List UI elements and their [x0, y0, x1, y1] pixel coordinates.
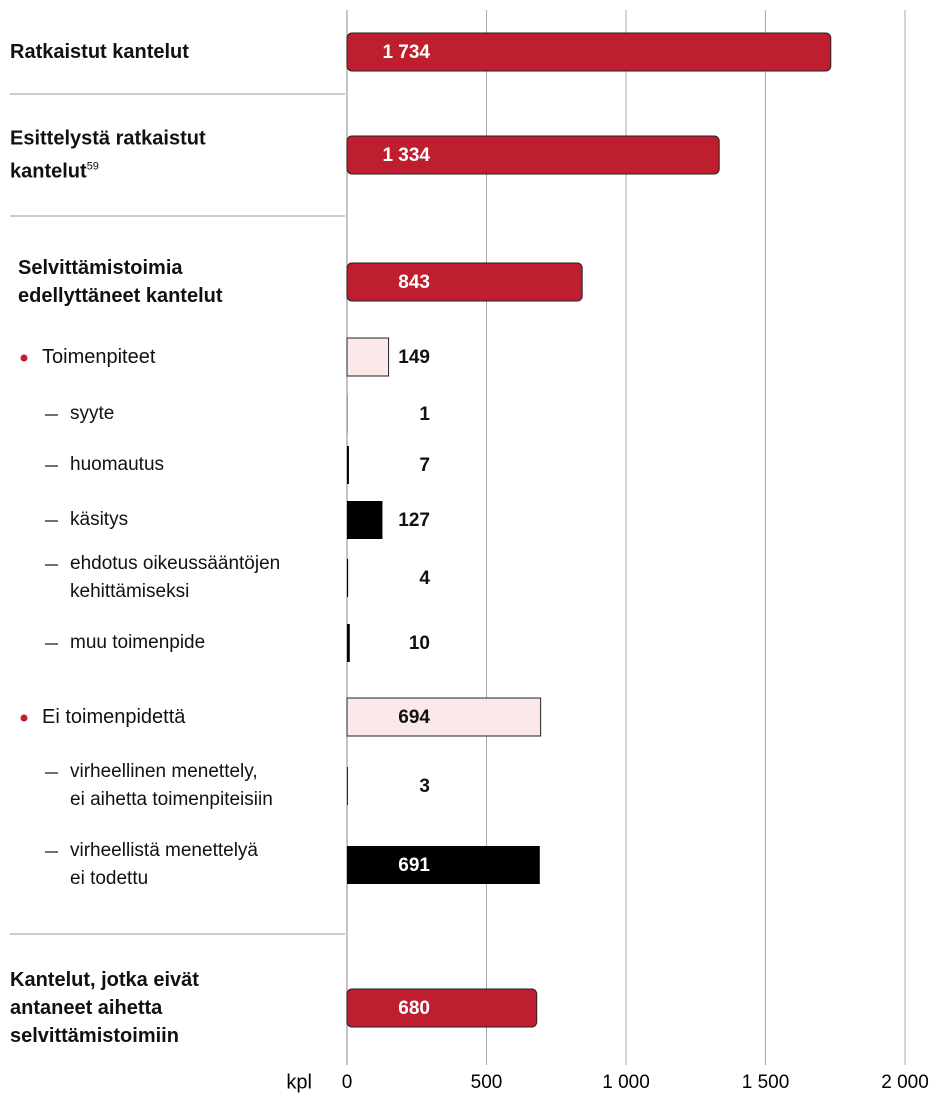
bar	[346, 988, 538, 1028]
bar	[346, 135, 720, 175]
bar	[347, 446, 349, 484]
category-text: Ratkaistut kantelut	[10, 41, 189, 63]
value-label: 149	[398, 347, 430, 368]
category-label: syyte	[70, 400, 114, 428]
category-text: virheellinen menettely, ei aihetta toime…	[70, 761, 273, 810]
category-label: virheellistä menettelyä ei todettu	[70, 837, 258, 893]
category-label: virheellinen menettely, ei aihetta toime…	[70, 758, 273, 814]
bar	[347, 624, 350, 662]
category-text: käsitys	[70, 509, 129, 530]
category-text: Toimenpiteet	[42, 346, 156, 368]
value-label: 7	[419, 455, 430, 476]
value-label: 4	[419, 568, 430, 589]
bar	[347, 846, 540, 884]
value-label: 1 334	[382, 145, 430, 166]
value-label: 691	[398, 855, 430, 876]
bar	[346, 337, 390, 377]
bar	[347, 767, 348, 805]
category-text: syyte	[70, 403, 115, 424]
category-label: Ei toimenpidettä	[42, 703, 185, 731]
category-label: käsitys	[70, 506, 128, 534]
value-label: 127	[398, 510, 430, 531]
category-text: virheellistä menettelyä ei todettu	[70, 840, 258, 889]
bar	[347, 559, 349, 597]
bar	[346, 262, 583, 302]
bullet	[20, 714, 28, 722]
value-label: 10	[409, 633, 430, 654]
value-label: 694	[398, 707, 430, 728]
value-label: 3	[419, 776, 430, 797]
value-label: 1	[419, 404, 430, 425]
category-label: Toimenpiteet	[42, 343, 155, 371]
bar	[346, 697, 542, 737]
category-text: huomautus	[70, 454, 165, 475]
category-label: Esittelystä ratkaistut kantelut59	[10, 125, 206, 186]
bar	[347, 501, 383, 539]
category-label: muu toimenpide	[70, 629, 205, 657]
category-label: Selvittämistoimia edellyttäneet kantelut	[18, 254, 223, 310]
value-label: 843	[398, 272, 430, 293]
category-text: Kantelut, jotka eivät antaneet aihetta s…	[10, 969, 199, 1047]
x-tick-label: 0	[342, 1072, 353, 1093]
x-tick-label: 1 500	[742, 1072, 790, 1093]
x-axis-label: kpl	[286, 1071, 312, 1093]
category-label: huomautus	[70, 451, 164, 479]
category-text: Esittelystä ratkaistut kantelut	[10, 127, 206, 183]
category-label: Ratkaistut kantelut	[10, 38, 189, 66]
category-label: Kantelut, jotka eivät antaneet aihetta s…	[10, 966, 199, 1050]
x-tick-label: 2 000	[881, 1072, 929, 1093]
x-tick-label: 500	[471, 1072, 503, 1093]
value-label: 1 734	[382, 42, 430, 63]
category-text: Ei toimenpidettä	[42, 706, 186, 728]
bar	[346, 32, 832, 72]
category-label: ehdotus oikeussääntöjen kehittämiseksi	[70, 550, 280, 606]
value-label: 680	[398, 998, 430, 1019]
category-text: Selvittämistoimia edellyttäneet kantelut	[18, 257, 223, 307]
category-text: muu toimenpide	[70, 632, 206, 653]
x-tick-label: 1 000	[602, 1072, 650, 1093]
bullet	[20, 354, 28, 362]
footnote-ref: 59	[86, 160, 99, 173]
category-text: ehdotus oikeussääntöjen kehittämiseksi	[70, 553, 281, 602]
